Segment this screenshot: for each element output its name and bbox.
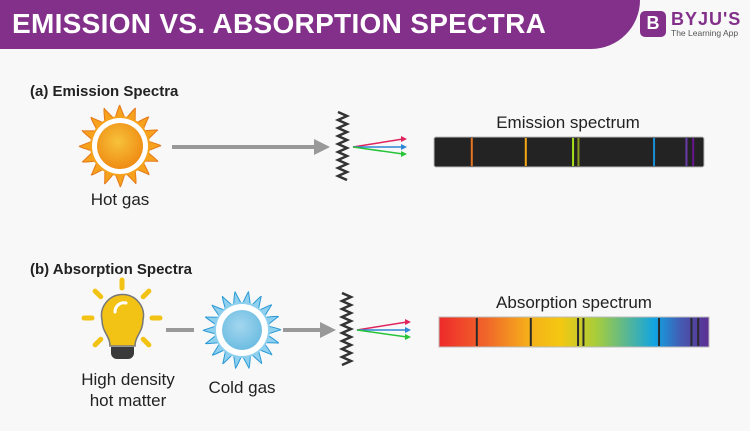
emission-heading: (a) Emission Spectra [30,83,179,100]
emission-line [572,138,575,166]
emission-line [524,138,527,166]
absorption-spectrum-label: Absorption spectrum [496,293,652,312]
petal [90,161,105,176]
ray-head [405,327,411,333]
petal [90,116,105,131]
hot-matter-label-line1: High density [81,370,175,389]
absorption-line [475,318,478,346]
page-title: EMISSION VS. ABSORPTION SPECTRA [12,8,547,39]
dispersed-rays-icon [352,136,407,157]
sun-core [97,123,143,169]
absorption-line [690,318,693,346]
absorption-line [577,318,580,346]
petal [241,291,252,307]
dispersed-rays-icon [356,319,411,340]
ray-head [401,151,407,157]
hot-matter-label-line2: hot matter [89,391,167,410]
ray-line [356,329,408,338]
petal [114,104,126,119]
emission-line [692,138,695,166]
ray-line [352,138,404,148]
ray-head [405,334,411,340]
light-bulb-icon [81,277,163,359]
logo-mark-icon: B [640,10,666,37]
petal [267,325,282,335]
ray-line [356,321,408,331]
logo-name: BYJU'S [671,9,742,29]
bulb-ray [92,288,104,300]
emission-line [577,138,580,166]
petal [232,291,243,307]
emission-line [470,138,473,166]
absorption-line [697,318,700,346]
petal [241,353,252,369]
absorption-heading: (b) Absorption Spectra [30,261,192,278]
petal [202,325,217,335]
emission-spectrum-label: Emission spectrum [496,113,640,132]
emission-line [653,138,656,166]
petal [135,161,150,176]
petal [135,116,150,131]
ray-line [352,146,404,155]
absorption-spectrum-band [438,316,710,348]
absorption-line [582,318,585,346]
petal [147,140,162,152]
cold-gas-core [222,310,262,350]
cold-gas-label: Cold gas [208,378,276,397]
absorption-line [658,318,661,346]
byjus-logo: B BYJU'S The Learning App [640,10,741,38]
ray-head [401,136,407,142]
bulb-ray [140,336,152,348]
hot-gas-label: Hot gas [90,190,150,209]
header-banner: EMISSION VS. ABSORPTION SPECTRA [0,0,640,49]
bulb-ray [140,288,152,300]
petal [114,173,126,188]
petal [78,140,93,152]
absorption-line [529,318,532,346]
emission-spectrum-band [433,136,705,168]
logo-tagline: The Learning App [671,28,739,38]
diffraction-grating-icon [334,110,351,182]
ray-head [405,319,411,325]
bulb-ray [92,336,104,348]
ray-head [401,144,407,150]
petal [232,353,243,369]
emission-line [685,138,688,166]
diffraction-grating-icon [338,291,355,367]
